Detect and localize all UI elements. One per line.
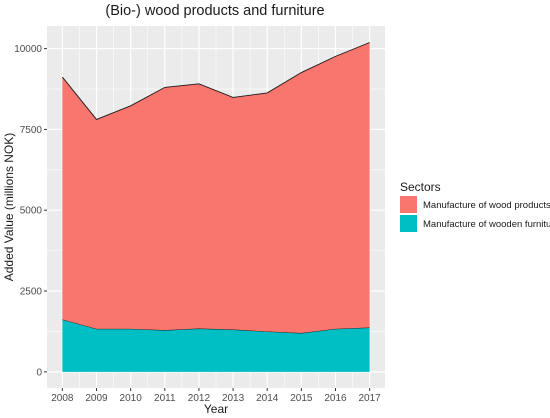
y-tick-label: 0 [36,367,42,378]
legend-swatch [400,196,417,213]
y-axis-title: Added Value (millions NOK) [2,133,16,282]
x-tick-label: 2013 [222,393,245,404]
legend-swatch [400,215,417,232]
legend-label: Manufacture of wood products [423,200,550,211]
axis-layer: 0 2500 5000 7500 10000 2008 2009 2010 2011 2012 20… [14,44,381,404]
x-tick-label: 2012 [188,393,211,404]
x-tick-label: 2011 [154,393,176,404]
series-outline [62,42,370,120]
x-tick-label: 2009 [85,393,108,404]
y-tick-label: 10000 [14,44,42,55]
legend: Sectors Manufacture of wood productsManu… [400,180,550,232]
legend-title: Sectors [400,180,441,194]
legend-items: Manufacture of wood products Manufacture … [400,196,550,232]
chart-title: (Bio-) wood products and furniture [105,3,324,19]
y-tick-label: 2500 [20,287,43,298]
x-tick-label: 2015 [290,393,313,404]
x-tick-label: 2016 [324,393,347,404]
legend-label: Manufacture of wooden furniture [423,219,550,230]
x-tick-label: 2017 [359,393,382,404]
x-axis-title: Year [204,402,228,416]
y-tick-label: 7500 [20,125,43,136]
area-manufacture-of-wood-products [62,42,370,334]
x-tick-label: 2014 [256,393,279,404]
x-tick-label: 2010 [120,393,143,404]
area-manufacture-of-wooden-furniture [62,319,370,372]
y-tick-label: 5000 [20,206,43,217]
x-tick-label: 2008 [51,393,74,404]
area-layer [62,42,370,372]
